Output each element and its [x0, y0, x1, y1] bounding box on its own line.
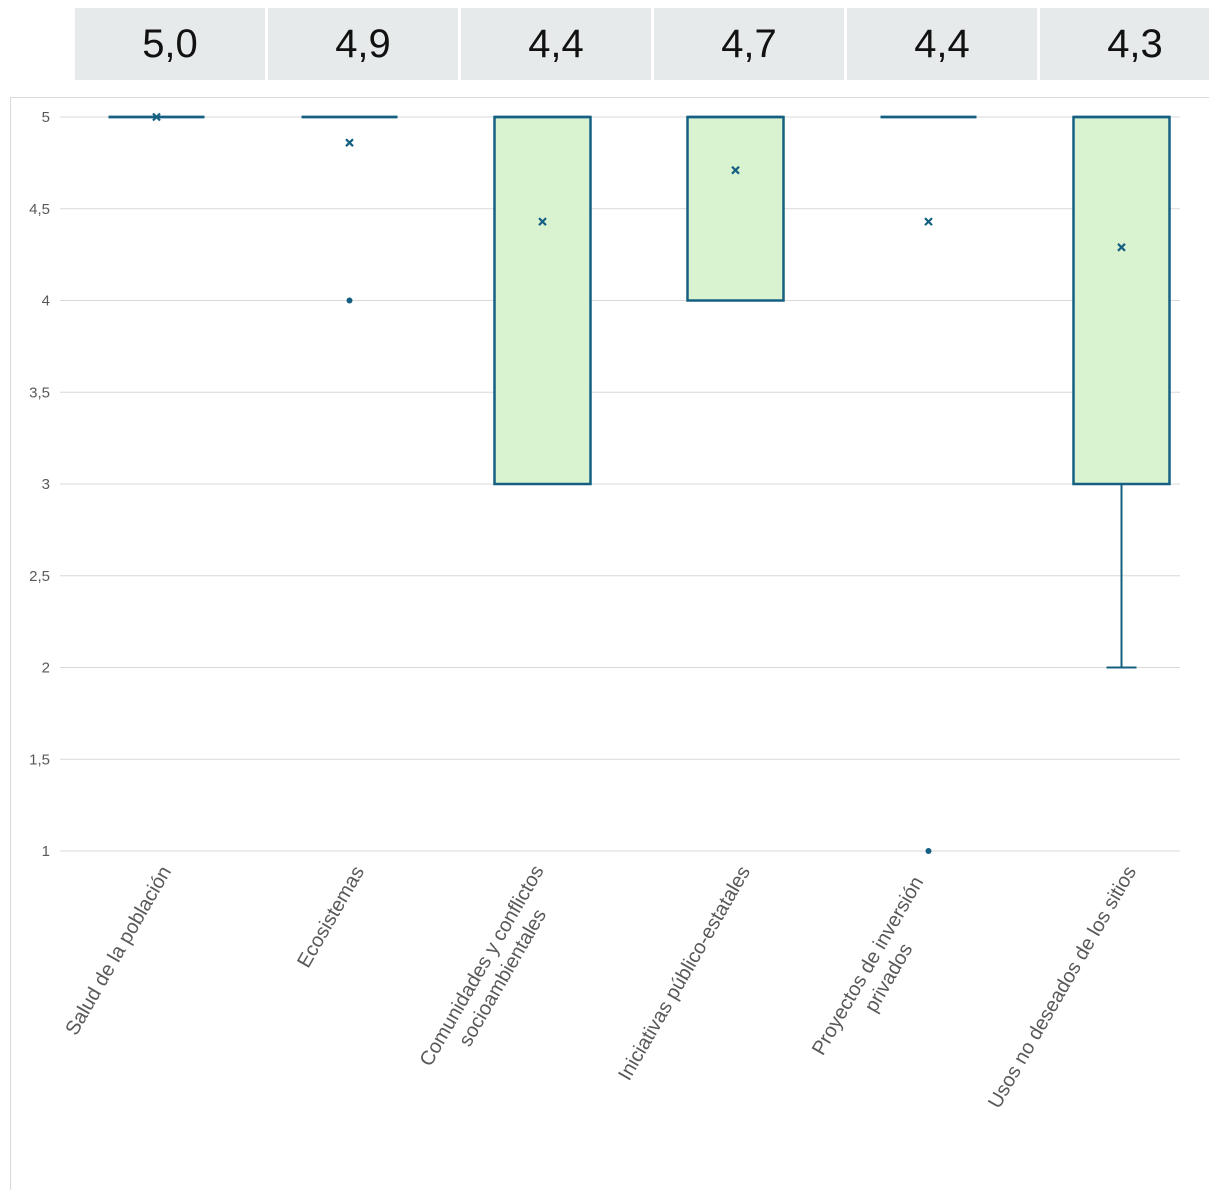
x-category-label: Usos no deseados de los sitios	[984, 863, 1141, 1113]
mean-value-cell: 4,9	[268, 8, 458, 80]
mean-marker-stroke	[538, 217, 547, 226]
x-category-label-line: Proyectos de inversión	[808, 873, 928, 1059]
y-tick-label: 2,5	[29, 568, 50, 585]
x-category-label-line: Iniciativas público-estatales	[614, 863, 755, 1085]
box-body	[686, 115, 785, 302]
x-category-label: Iniciativas público-estatales	[614, 863, 755, 1085]
box-outlier-point	[346, 297, 353, 304]
box-mean-marker	[152, 112, 161, 122]
mean-value-cell: 5,0	[75, 8, 265, 80]
x-category-label: Salud de la población	[61, 863, 176, 1040]
x-category-label-line: Usos no deseados de los sitios	[984, 863, 1141, 1113]
box-mean-marker	[345, 138, 354, 147]
x-category-label-line: Ecosistemas	[293, 863, 369, 972]
mean-value-cell: 4,4	[461, 8, 651, 80]
box-mean-marker	[924, 217, 933, 226]
y-tick-label: 3,5	[29, 384, 50, 401]
mean-marker-stroke	[731, 165, 740, 175]
box-outlier-point	[925, 848, 932, 854]
x-category-label-line: Comunidades y conflictos	[416, 862, 549, 1070]
box-body	[493, 115, 592, 486]
mean-value-cell: 4,3	[1040, 8, 1209, 80]
mean-marker-stroke	[924, 217, 933, 226]
box-body	[1072, 115, 1171, 486]
y-tick-label: 1,5	[29, 751, 50, 768]
x-category-label: Proyectos de inversiónprivados	[808, 873, 949, 1071]
chart-area-frame	[10, 97, 1209, 1190]
y-tick-label: 4,5	[29, 201, 50, 218]
mean-values-row: 5,0 4,9 4,4 4,7 4,4 4,3	[75, 8, 1209, 80]
box-mean-marker	[731, 165, 740, 175]
mean-marker-stroke	[152, 112, 161, 122]
x-category-label-line: Salud de la población	[61, 863, 176, 1040]
box-mean-marker	[538, 217, 547, 226]
box-mean-marker	[1117, 243, 1126, 252]
y-tick-label: 4	[42, 293, 50, 310]
x-category-label: Ecosistemas	[293, 863, 369, 972]
y-tick-label: 2	[42, 660, 50, 677]
x-category-label: Comunidades y conflictossocioambientales	[416, 862, 570, 1082]
y-tick-label: 5	[42, 109, 50, 126]
y-tick-label: 1	[42, 843, 50, 860]
mean-value-cell: 4,4	[847, 8, 1037, 80]
mean-marker-stroke	[1117, 243, 1126, 252]
mean-marker-stroke	[345, 138, 354, 147]
mean-value-cell: 4,7	[654, 8, 844, 80]
y-tick-label: 3	[42, 476, 50, 493]
